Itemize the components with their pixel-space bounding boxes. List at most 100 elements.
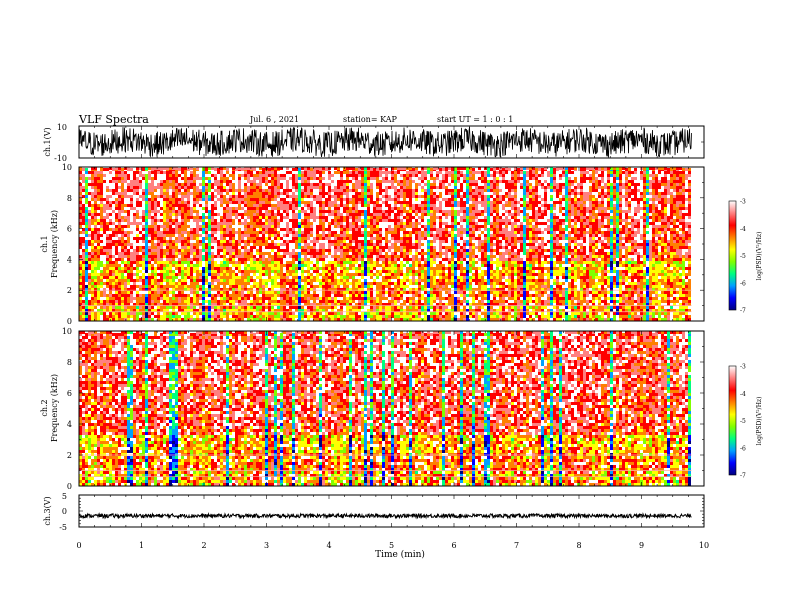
spectrogram-cell (97, 186, 100, 189)
spectrogram-cell (268, 261, 271, 264)
spectrogram-cell (244, 195, 247, 198)
spectrogram-cell (322, 276, 325, 279)
spectrogram-cell (136, 255, 139, 258)
spectrogram-cell (124, 192, 127, 195)
spectrogram-cell (250, 231, 253, 234)
spectrogram-cell (265, 180, 268, 183)
spectrogram-cell (199, 189, 202, 192)
spectrogram-cell (301, 267, 304, 270)
spectrogram-cell (262, 198, 265, 201)
spectrogram-cell (325, 276, 328, 279)
spectrogram-cell (178, 222, 181, 225)
spectrogram-cell (124, 225, 127, 228)
spectrogram-cell (280, 177, 283, 180)
spectrogram-cell (214, 174, 217, 177)
spectrogram-cell (367, 225, 370, 228)
spectrogram-cell (160, 192, 163, 195)
spectrogram-cell (178, 300, 181, 303)
spectrogram-cell (421, 225, 424, 228)
spectrogram-cell (316, 234, 319, 237)
spectrogram-cell (157, 201, 160, 204)
spectrogram-cell (325, 300, 328, 303)
spectrogram-cell (121, 240, 124, 243)
spectrogram-cell (397, 315, 400, 318)
spectrogram-cell (298, 291, 301, 294)
spectrogram-cell (196, 225, 199, 228)
spectrogram-cell (376, 300, 379, 303)
spectrogram-cell (229, 282, 232, 285)
spectrogram-cell (100, 273, 103, 276)
spectrogram-cell (319, 192, 322, 195)
spectrogram-cell (256, 171, 259, 174)
spectrogram-cell (148, 183, 151, 186)
spectrogram-cell (250, 234, 253, 237)
spectrogram-cell (400, 294, 403, 297)
spectrogram-cell (373, 315, 376, 318)
spectrogram-cell (244, 228, 247, 231)
spectrogram-cell (409, 264, 412, 267)
spectrogram-cell (340, 192, 343, 195)
spectrogram-cell (331, 291, 334, 294)
spectrogram-cell (265, 306, 268, 309)
spectrogram-cell (103, 270, 106, 273)
spectrogram-cell (361, 264, 364, 267)
spectrogram-cell (178, 204, 181, 207)
spectrogram-cell (379, 198, 382, 201)
spectrogram-cell (331, 297, 334, 300)
spectrogram-cell (151, 264, 154, 267)
spectrogram-cell (277, 231, 280, 234)
spectrogram-cell (118, 222, 121, 225)
spectrogram-cell (409, 306, 412, 309)
spectrogram-cell (277, 252, 280, 255)
spectrogram-cell (415, 294, 418, 297)
spectrogram-cell (103, 267, 106, 270)
spectrogram-cell (307, 177, 310, 180)
spectrogram-cell (280, 255, 283, 258)
spectrogram-cell (256, 177, 259, 180)
spectrogram-cell (253, 231, 256, 234)
spectrogram-cell (121, 237, 124, 240)
spectrogram-cell (157, 231, 160, 234)
spectrogram-cell (145, 174, 148, 177)
spectrogram-cell (382, 249, 385, 252)
spectrogram-cell (187, 267, 190, 270)
spectrogram-cell (229, 189, 232, 192)
spectrogram-cell (352, 201, 355, 204)
spectrogram-cell (325, 273, 328, 276)
spectrogram-cell (280, 279, 283, 282)
spectrogram-cell (358, 255, 361, 258)
spectrogram-cell (268, 255, 271, 258)
spectrogram-cell (340, 273, 343, 276)
spectrogram-cell (277, 273, 280, 276)
spectrogram-cell (388, 282, 391, 285)
spectrogram-cell (283, 234, 286, 237)
spectrogram-cell (100, 234, 103, 237)
spectrogram-cell (286, 267, 289, 270)
spectrogram-cell (385, 201, 388, 204)
spectrogram-cell (109, 315, 112, 318)
spectrogram-cell (295, 306, 298, 309)
spectrogram-cell (196, 273, 199, 276)
spectrogram-cell (292, 279, 295, 282)
spectrogram-cell (310, 306, 313, 309)
spectrogram-cell (292, 291, 295, 294)
spectrogram-cell (391, 258, 394, 261)
spectrogram-cell (163, 300, 166, 303)
spectrogram-cell (403, 186, 406, 189)
spectrogram-cell (421, 267, 424, 270)
spectrogram-cell (100, 189, 103, 192)
spectrogram-cell (91, 183, 94, 186)
spectrogram-cell (352, 279, 355, 282)
spectrogram-cell (166, 183, 169, 186)
spectrogram-cell (421, 285, 424, 288)
spectrogram-cell (385, 240, 388, 243)
spectrogram-cell (184, 297, 187, 300)
spectrogram-cell (145, 249, 148, 252)
spectrogram-cell (172, 246, 175, 249)
spectrogram-cell (145, 276, 148, 279)
spectrogram-cell (151, 279, 154, 282)
spectrogram-cell (211, 231, 214, 234)
spectrogram-cell (178, 249, 181, 252)
spectrogram-cell (352, 222, 355, 225)
spectrogram-cell (412, 300, 415, 303)
